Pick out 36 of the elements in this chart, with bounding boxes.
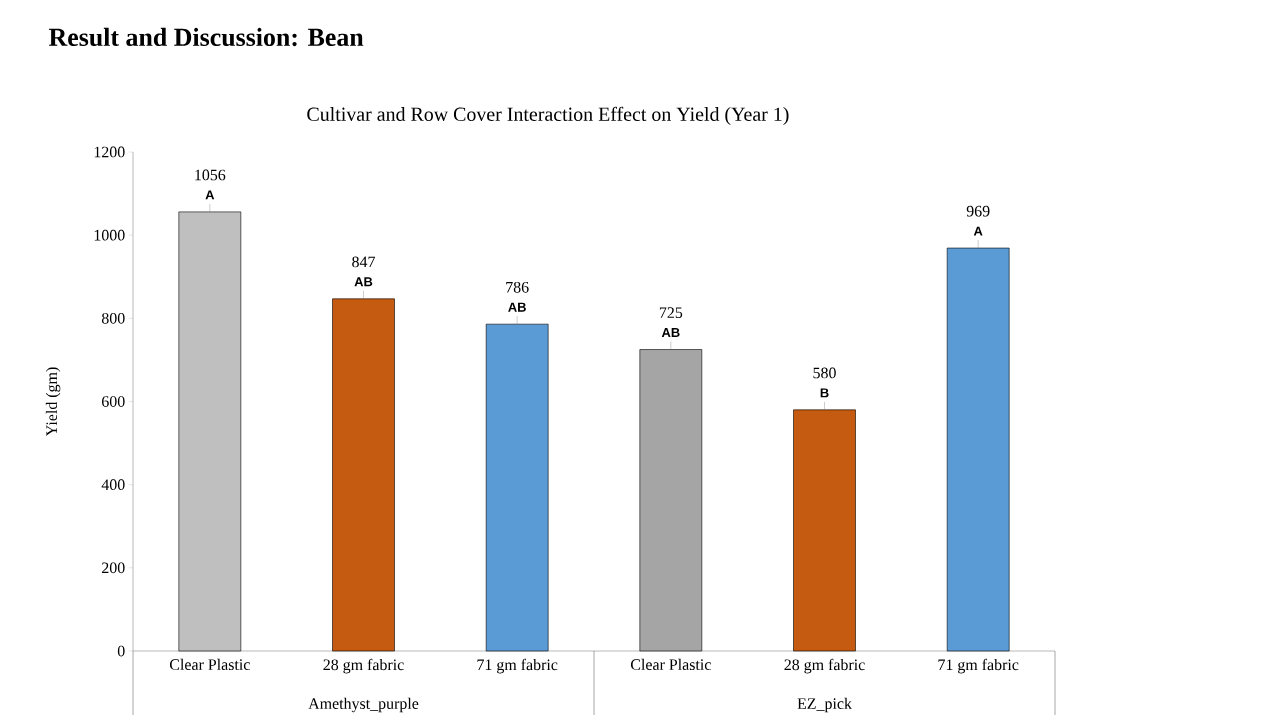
bar [332,298,395,652]
y-tick-label: 800 [101,312,125,324]
data-label: 1056 [195,169,226,181]
bar [178,211,242,652]
y-tick-label: 0 [117,645,125,657]
y-tick-label: 200 [102,562,125,574]
annotation: B [820,388,829,398]
annotation: A [973,226,983,236]
y-tick-label: 600 [102,396,125,407]
annotation: AB [354,277,373,287]
bar [793,409,856,652]
annotation: AB [661,328,680,337]
bar [639,349,703,652]
x-tick-label: Clear Plastic [169,658,250,670]
y-axis-title: Yield (gm) [45,367,61,437]
data-label: 786 [506,281,529,293]
x-tick-label: 28 gm fabric [784,658,865,674]
data-label: 969 [966,205,990,217]
data-label: 725 [659,307,683,318]
chart-title: Result and Discussion: Bean [48,27,364,47]
data-label: 580 [813,367,836,379]
text: EZ_pick [797,697,852,713]
y-tick-label: 1200 [94,146,125,158]
text: Amethyst_purple [308,697,419,713]
x-tick-label: 71 gm fabric [477,658,558,674]
bar [485,323,549,652]
x-tick-label: Clear Plastic [630,658,711,670]
bar [946,247,1010,652]
chart-subtitle: Cultivar and Row Cover Interaction Effect on Yield (Year 1) [307,106,789,126]
x-tick-label: 28 gm fabric [323,658,404,674]
annotation: AB [508,302,526,312]
y-tick-label: 400 [101,479,125,491]
x-tick-label: 71 gm fabric [938,658,1019,674]
annotation: A [205,190,215,200]
data-label: 847 [352,256,375,268]
y-tick-label: 1000 [94,229,125,241]
